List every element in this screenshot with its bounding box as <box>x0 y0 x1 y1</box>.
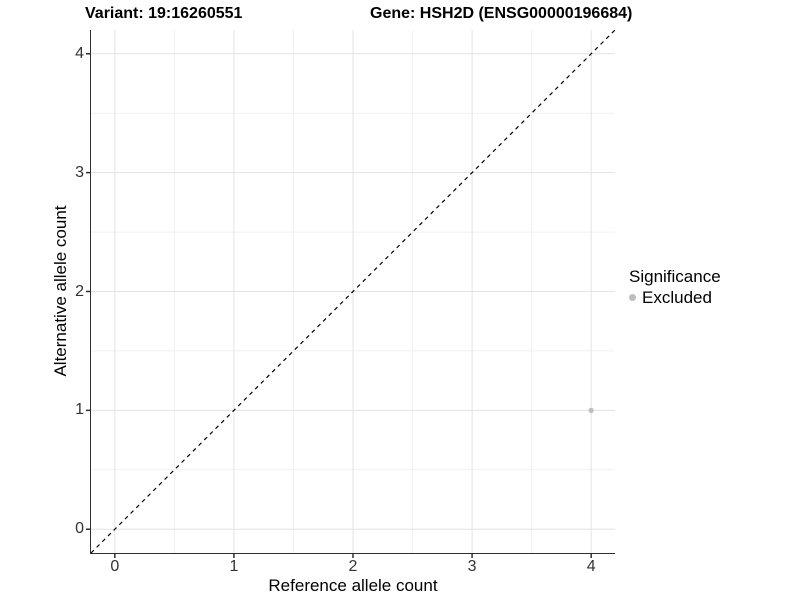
y-tick-label: 3 <box>75 163 84 181</box>
x-tick-label: 0 <box>110 558 120 575</box>
x-axis-label: Reference allele count <box>268 576 438 595</box>
legend-entry-excluded: Excluded <box>629 287 721 308</box>
identity-line <box>90 29 616 554</box>
legend-title: Significance <box>629 267 721 286</box>
x-tick-label: 3 <box>467 558 477 575</box>
x-tick-label: 2 <box>348 558 358 575</box>
plot-title-gene: Gene: HSH2D (ENSG00000196684) <box>370 5 633 22</box>
data-point <box>588 407 594 413</box>
plot-canvas <box>86 29 616 558</box>
plot-title-variant: Variant: 19:16260551 <box>85 5 243 22</box>
y-tick-label: 1 <box>75 401 84 419</box>
y-tick-label: 0 <box>75 520 84 538</box>
y-tick-label: 2 <box>75 282 84 300</box>
x-tick-label: 1 <box>229 558 239 575</box>
legend-key-point-icon <box>629 294 636 301</box>
x-tick-label: 4 <box>586 558 596 575</box>
plot-panel <box>86 29 616 558</box>
legend: Significance Excluded <box>629 266 721 308</box>
y-tick-label: 4 <box>75 44 84 62</box>
legend-entry-label: Excluded <box>642 288 712 307</box>
